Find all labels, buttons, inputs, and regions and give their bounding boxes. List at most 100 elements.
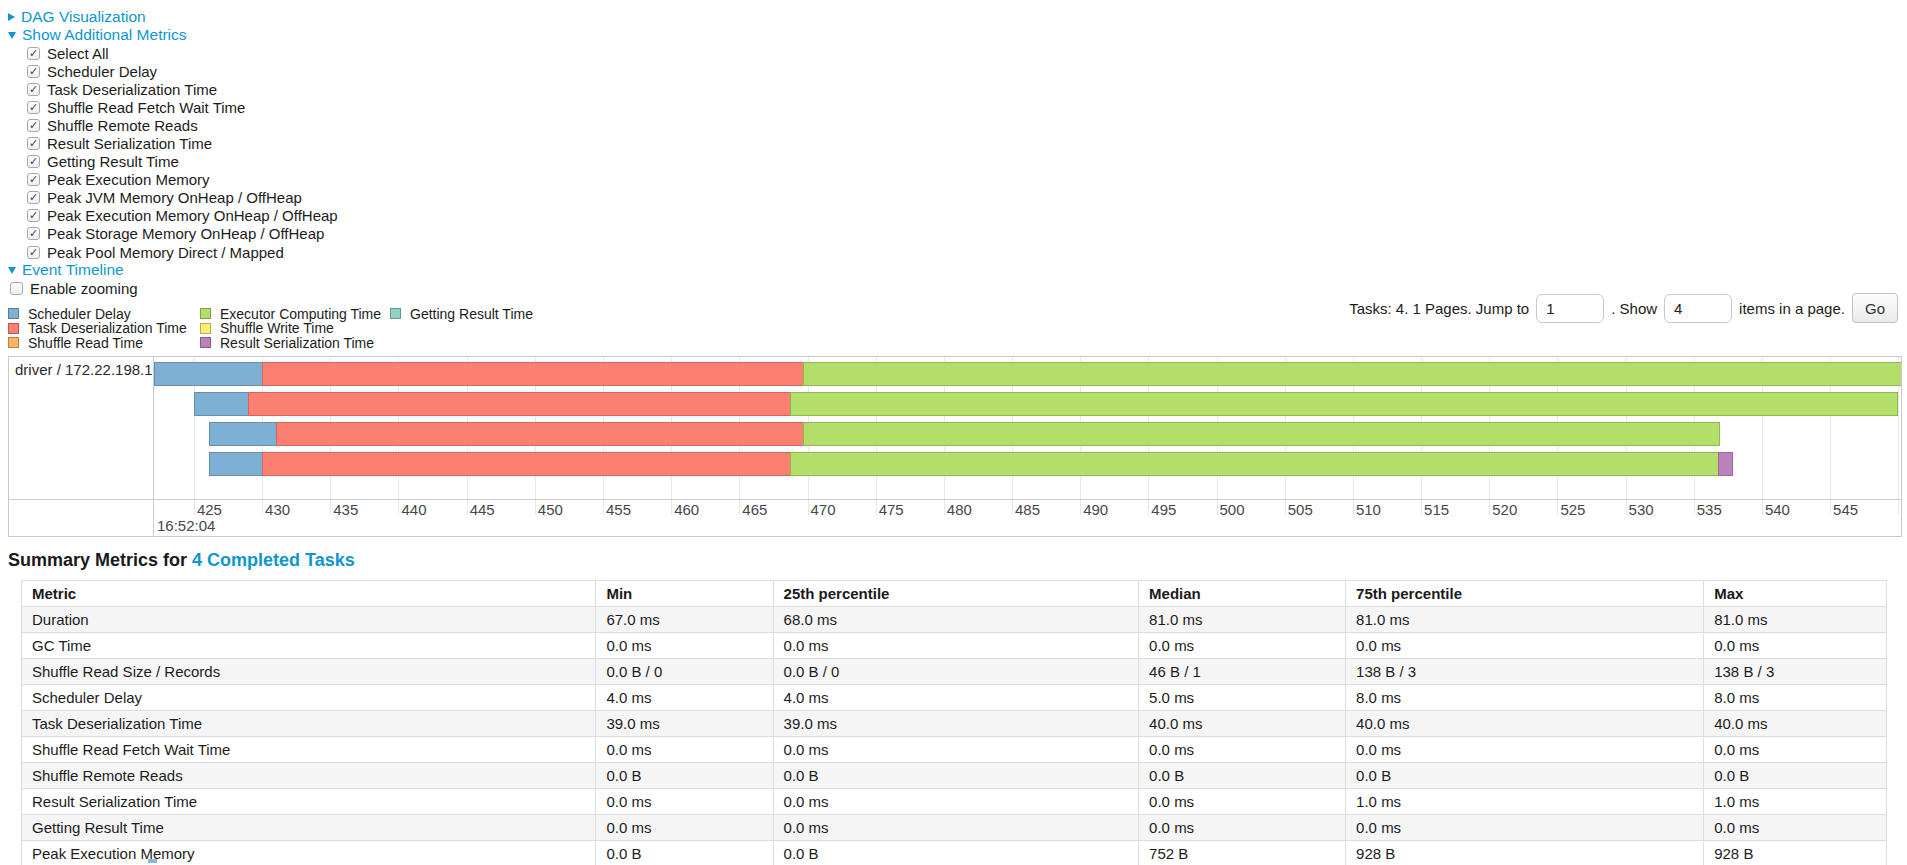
metric-checkbox-row: ✓Scheduler Delay — [8, 62, 1907, 80]
axis-tick-label: 425 — [197, 501, 222, 518]
task-bar[interactable] — [209, 422, 1720, 446]
metric-name-cell: Getting Result Time — [22, 815, 596, 841]
metric-checkbox[interactable]: ✓ — [27, 65, 40, 78]
metric-checkbox[interactable]: ✓ — [27, 227, 40, 240]
serialization-swatch-icon — [200, 337, 211, 348]
metric-checkbox-label: Peak Execution Memory — [47, 171, 210, 188]
metric-value-cell: 0.0 B — [1139, 763, 1346, 789]
axis-tick-label: 530 — [1629, 501, 1654, 518]
enable-zooming-checkbox[interactable] — [10, 282, 23, 295]
executor-row-label: driver / 172.22.198.104 — [9, 357, 153, 382]
collapse-down-icon — [8, 267, 16, 274]
metric-value-cell: 1.0 ms — [1346, 789, 1704, 815]
deserialization-segment — [276, 422, 804, 446]
metric-value-cell: 0.0 B — [596, 841, 773, 865]
metric-value-cell: 0.0 ms — [1139, 737, 1346, 763]
legend-label: Shuffle Write Time — [220, 320, 334, 336]
completed-tasks-link[interactable]: 4 Completed Tasks — [192, 550, 355, 570]
metric-checkbox-label: Peak JVM Memory OnHeap / OffHeap — [47, 189, 302, 206]
metric-checkbox[interactable]: ✓ — [27, 137, 40, 150]
go-button[interactable]: Go — [1852, 293, 1898, 323]
stage-controls: DAG Visualization Show Additional Metric… — [0, 0, 1907, 297]
metric-checkbox[interactable]: ✓ — [27, 155, 40, 168]
metric-checkbox[interactable]: ✓ — [27, 191, 40, 204]
metric-value-cell: 4.0 ms — [773, 685, 1139, 711]
legend-item: Shuffle Read Time — [8, 335, 200, 350]
metric-checkbox-row: ✓ Peak JVM Memory OnHeap / OffHeap — [8, 189, 1907, 207]
metric-value-cell: 0.0 ms — [773, 737, 1139, 763]
metric-checkbox-label: Select All — [47, 45, 109, 62]
metric-value-cell: 928 B — [1346, 841, 1704, 865]
metric-value-cell: 40.0 ms — [1139, 711, 1346, 737]
legend-label: Result Serialization Time — [220, 335, 374, 351]
legend-item: Task Deserialization Time — [8, 321, 200, 336]
metric-checkbox[interactable]: ✓ — [27, 101, 40, 114]
legend-item: Executor Computing Time — [200, 306, 390, 321]
metric-value-cell: 0.0 ms — [1704, 633, 1887, 659]
table-row: Getting Result Time0.0 ms0.0 ms0.0 ms0.0… — [22, 815, 1887, 841]
task-bar[interactable] — [154, 362, 1901, 386]
metric-name-cell: Shuffle Read Size / Records — [22, 659, 596, 685]
axis-tick-label: 465 — [742, 501, 767, 518]
metric-value-cell: 0.0 ms — [1346, 737, 1704, 763]
axis-tick-label: 520 — [1492, 501, 1517, 518]
metric-checkbox[interactable]: ✓ — [27, 173, 40, 186]
dag-visualization-link[interactable]: DAG Visualization — [8, 8, 1907, 26]
metric-value-cell: 0.0 ms — [1704, 815, 1887, 841]
axis-tick-label: 545 — [1833, 501, 1858, 518]
tasks-count-text: Tasks: 4. 1 Pages. Jump to — [1349, 300, 1529, 317]
metric-value-cell: 0.0 B — [773, 763, 1139, 789]
metric-checkbox-row: ✓Shuffle Read Fetch Wait Time — [8, 98, 1907, 116]
scheduler-delay-swatch-icon — [8, 308, 19, 319]
metric-name-cell: Shuffle Read Fetch Wait Time — [22, 737, 596, 763]
metric-checkbox-row: ✓Peak Execution Memory OnHeap / OffHeap — [8, 207, 1907, 225]
jump-to-page-input[interactable] — [1536, 294, 1604, 323]
task-bar[interactable] — [209, 452, 1733, 476]
metric-checkbox[interactable]: ✓ — [27, 209, 40, 222]
metric-value-cell: 0.0 ms — [1346, 815, 1704, 841]
legend-label: Scheduler Delay — [28, 306, 131, 322]
metric-checkbox[interactable]: ✓ — [27, 47, 40, 60]
metric-checkbox[interactable]: ✓ — [27, 119, 40, 132]
summary-metrics-table: MetricMin25th percentileMedian75th perce… — [21, 580, 1887, 865]
metric-value-cell: 0.0 ms — [773, 633, 1139, 659]
metric-value-cell: 0.0 B — [596, 763, 773, 789]
chart-label-column: driver / 172.22.198.104 — [9, 357, 154, 536]
metric-value-cell: 0.0 ms — [1139, 789, 1346, 815]
metric-value-cell: 68.0 ms — [773, 607, 1139, 633]
axis-tick-label: 430 — [265, 501, 290, 518]
serialization-segment — [1718, 452, 1733, 476]
legend-item: Result Serialization Time — [200, 335, 390, 350]
metric-value-cell: 138 B / 3 — [1346, 659, 1704, 685]
event-timeline-link[interactable]: Event Timeline — [8, 261, 1907, 279]
items-per-page-input[interactable] — [1664, 294, 1732, 323]
task-bar[interactable] — [194, 392, 1898, 416]
items-in-page-text: items in a page. — [1739, 300, 1845, 317]
table-header-cell: 25th percentile — [773, 581, 1139, 607]
metric-value-cell: 81.0 ms — [1346, 607, 1704, 633]
table-header-cell: Metric — [22, 581, 596, 607]
axis-major-label: 16:52:04 — [157, 517, 215, 534]
metric-checkbox-label: Result Serialization Time — [47, 135, 212, 152]
metric-value-cell: 1.0 ms — [1704, 789, 1887, 815]
metric-checkbox-row: ✓Peak Pool Memory Direct / Mapped — [8, 243, 1907, 261]
metric-checkbox[interactable]: ✓ — [27, 83, 40, 96]
metric-checkbox-row: ✓Task Deserialization Time — [8, 80, 1907, 98]
axis-tick-label: 525 — [1560, 501, 1585, 518]
axis-tick-label: 505 — [1288, 501, 1313, 518]
computing-swatch-icon — [200, 308, 211, 319]
table-row: Shuffle Read Fetch Wait Time0.0 ms0.0 ms… — [22, 737, 1887, 763]
metric-value-cell: 0.0 B / 0 — [596, 659, 773, 685]
getting-result-swatch-icon — [390, 308, 401, 319]
metric-name-cell: Peak Execution Memory — [22, 841, 596, 865]
legend-item: Shuffle Write Time — [200, 321, 390, 336]
show-additional-metrics-link[interactable]: Show Additional Metrics — [8, 26, 1907, 44]
axis-tick-label: 480 — [947, 501, 972, 518]
metric-value-cell: 0.0 ms — [596, 815, 773, 841]
legend-item: Scheduler Delay — [8, 306, 200, 321]
metric-checkbox[interactable]: ✓ — [27, 246, 40, 259]
metric-checkbox-label: Shuffle Remote Reads — [47, 117, 198, 134]
metric-name-cell: Duration — [22, 607, 596, 633]
table-row: GC Time0.0 ms0.0 ms0.0 ms0.0 ms0.0 ms — [22, 633, 1887, 659]
metric-checkbox-row: ✓ Peak Execution Memory — [8, 171, 1907, 189]
